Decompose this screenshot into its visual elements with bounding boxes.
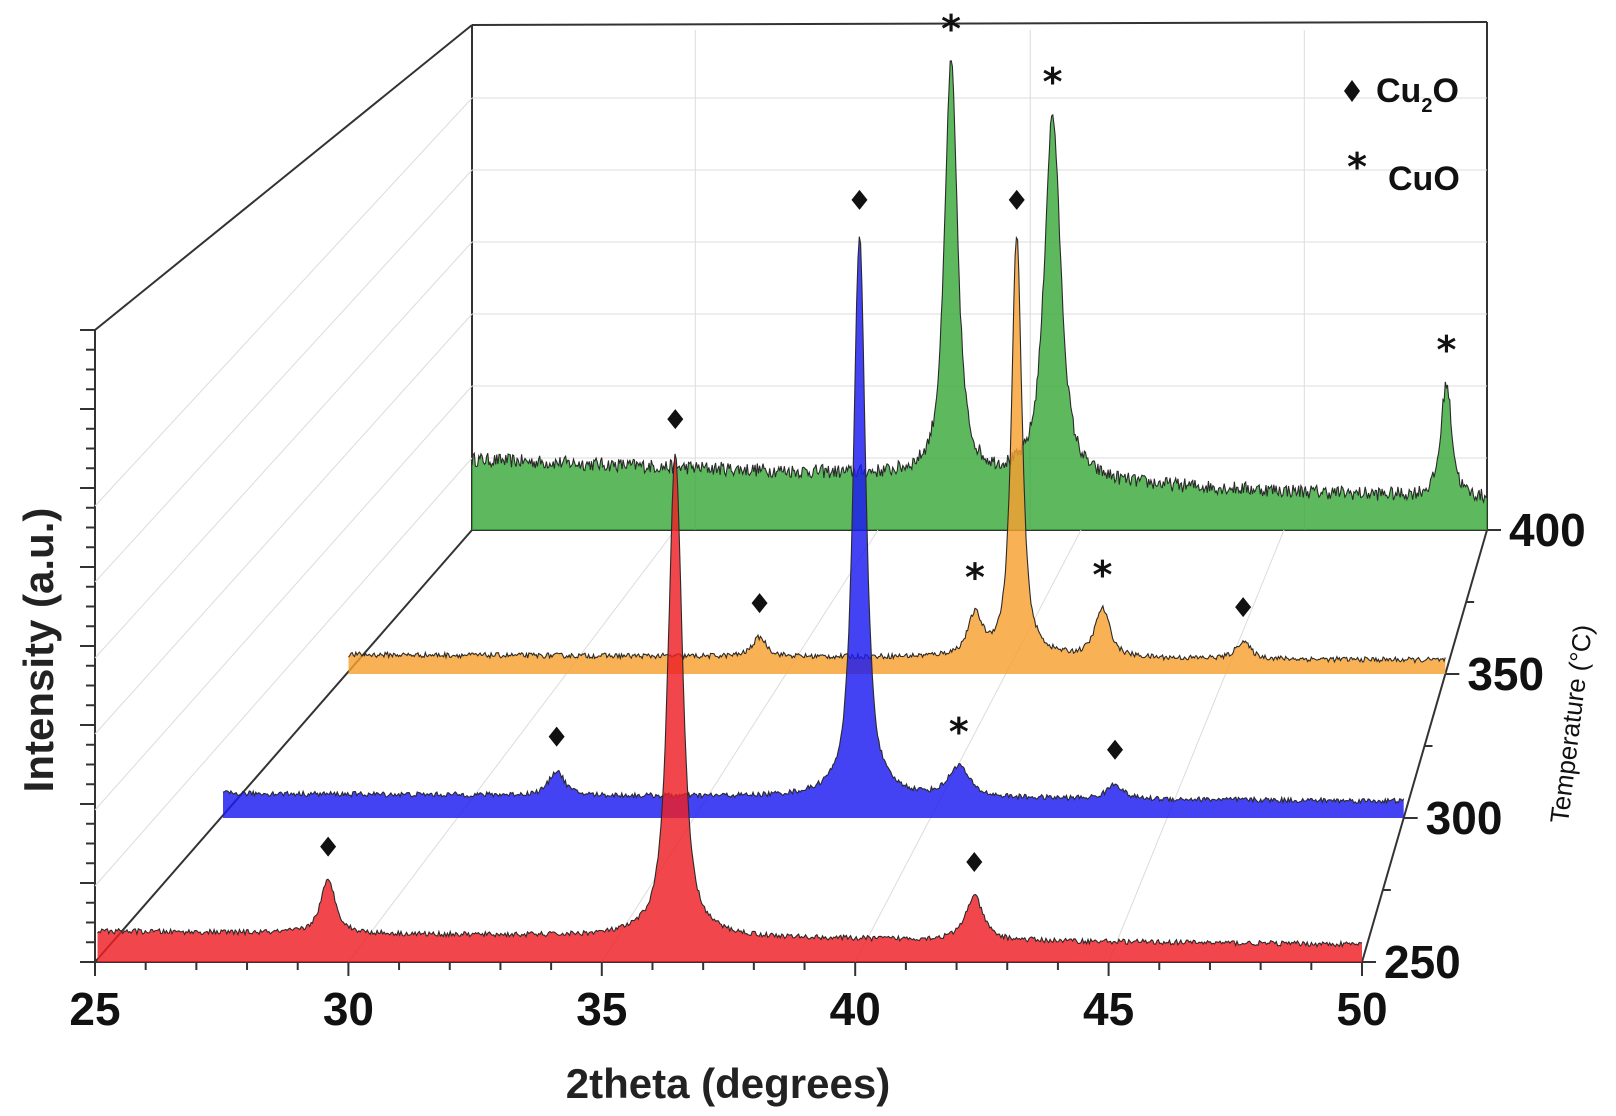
floor-grid-line	[1108, 529, 1285, 963]
cu2o-diamond-marker	[851, 189, 868, 210]
legend-label-cuo: CuO	[1388, 160, 1460, 198]
z-tick-label: 350	[1467, 648, 1544, 700]
cu2o-diamond-marker	[320, 836, 337, 857]
legend-entry-cuo: * CuO	[1347, 145, 1460, 198]
z-tick-label: 300	[1426, 792, 1503, 844]
floor-grid-line	[601, 529, 879, 963]
cuo-star-marker: *	[949, 710, 969, 754]
series-area-400	[472, 60, 1487, 531]
cuo-star-marker: *	[941, 7, 961, 51]
x-tick-label: 35	[576, 983, 627, 1035]
series-layer	[97, 60, 1488, 962]
phase-markers: * * * * * *	[320, 7, 1456, 873]
frame-floor-left	[94, 529, 473, 963]
z-tick-label: 250	[1384, 936, 1461, 988]
cuo-star-marker: *	[1436, 328, 1456, 372]
z-tick-label: 400	[1509, 504, 1586, 556]
frame-back-top	[471, 21, 1488, 26]
cu2o-diamond-marker	[548, 726, 565, 747]
cuo-star-marker: *	[1093, 553, 1113, 597]
series-350	[348, 235, 1446, 674]
side-grid-line	[94, 97, 473, 507]
series-line-350	[348, 235, 1446, 665]
legend-diamond-icon	[1344, 80, 1360, 102]
side-grid-line	[94, 457, 473, 887]
frame-back-left	[94, 24, 473, 331]
legend-entry-cu2o: Cu2O	[1344, 72, 1459, 117]
cu2o-diamond-marker	[1235, 597, 1252, 618]
floor-grid-line	[348, 529, 676, 963]
legend-star-icon: *	[1347, 145, 1367, 189]
z-axis-ticks: 250 300 350 400	[1362, 504, 1586, 988]
x-axis-title: 2theta (degrees)	[566, 1060, 890, 1107]
side-grid-line	[94, 313, 473, 735]
series-400	[471, 60, 1488, 531]
series-250	[97, 453, 1363, 962]
x-axis-ticks: 25 30 35 40 45 50	[69, 962, 1388, 1035]
x-tick-label: 40	[830, 983, 881, 1035]
x-tick-label: 30	[323, 983, 374, 1035]
legend: Cu2O * CuO	[1344, 72, 1460, 198]
cu2o-diamond-marker	[1008, 189, 1025, 210]
series-300	[222, 236, 1405, 819]
cu2o-diamond-marker	[751, 593, 768, 614]
series-line-300	[222, 236, 1405, 805]
side-grid-line	[94, 169, 473, 583]
side-grid-line	[94, 385, 473, 811]
x-tick-label: 45	[1083, 983, 1134, 1035]
cu2o-diamond-marker	[667, 409, 684, 430]
series-line-250	[97, 453, 1363, 949]
x-tick-label: 50	[1336, 983, 1387, 1035]
y-axis-title: Intensity (a.u.)	[15, 508, 62, 793]
side-grid-line	[94, 241, 473, 659]
y-axis-ticks	[80, 329, 95, 963]
cu2o-diamond-marker	[1107, 739, 1124, 760]
cu2o-diamond-marker	[966, 852, 983, 873]
x-tick-label: 25	[69, 983, 120, 1035]
series-line-400	[471, 60, 1488, 505]
cuo-star-marker: *	[1043, 60, 1063, 104]
legend-label-cu2o: Cu2O	[1376, 72, 1459, 117]
floor-grid-line	[854, 529, 1082, 963]
cuo-star-marker: *	[965, 556, 985, 600]
z-axis-title: Temperature (°C)	[1544, 623, 1598, 825]
